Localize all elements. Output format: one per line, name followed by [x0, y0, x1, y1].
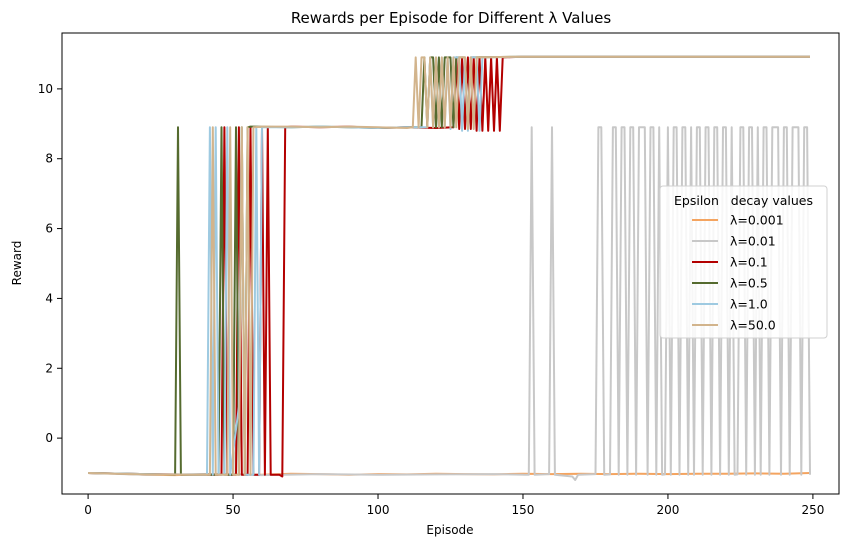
x-tick-label-3: 150: [512, 503, 535, 517]
legend-label-2: λ=0.1: [730, 255, 768, 270]
chart-title: Rewards per Episode for Different λ Valu…: [291, 9, 612, 27]
y-tick-label-4: 8: [45, 152, 53, 166]
legend-box: [659, 185, 828, 339]
x-tick-label-5: 250: [801, 503, 824, 517]
legend-label-3: λ=0.5: [730, 276, 768, 291]
legend-label-1: λ=0.01: [730, 234, 776, 249]
legend-label-4: λ=1.0: [730, 297, 768, 312]
y-tick-label-3: 6: [45, 222, 53, 236]
x-axis-label: Episode: [426, 523, 473, 537]
y-tick-label-2: 4: [45, 291, 53, 305]
legend-label-5: λ=50.0: [730, 318, 776, 333]
y-axis-label: Reward: [10, 241, 24, 286]
legend-label-0: λ=0.001: [730, 213, 784, 228]
x-tick-label-2: 100: [367, 503, 390, 517]
plot-frame: [61, 32, 840, 495]
x-tick-label-4: 200: [656, 503, 679, 517]
y-tick-label-1: 2: [45, 361, 53, 375]
y-tick-label-5: 10: [38, 82, 53, 96]
x-tick-label-1: 50: [225, 503, 240, 517]
legend: Epsilon decay values λ=0.001 λ=0.01 λ=0.1 λ=…: [659, 185, 828, 339]
series-line-5: [88, 55, 810, 476]
y-tick-label-0: 0: [45, 431, 53, 445]
legend-title: Epsilon decay values: [674, 193, 813, 208]
x-tick-label-0: 0: [84, 503, 92, 517]
